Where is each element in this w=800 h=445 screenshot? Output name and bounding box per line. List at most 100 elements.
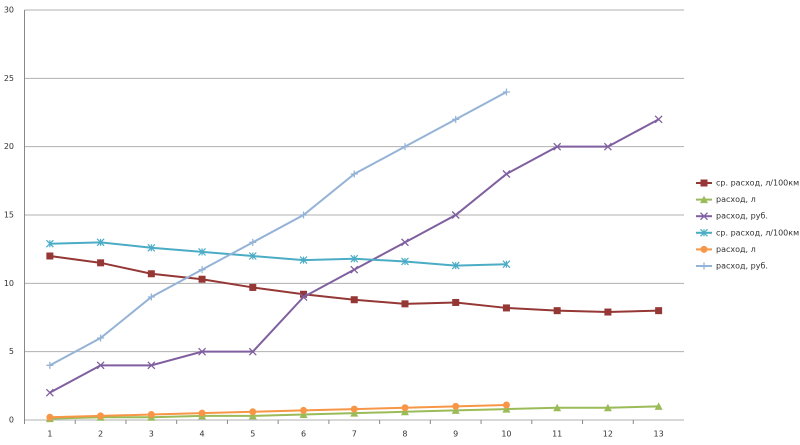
series-line [49, 241, 507, 267]
marker [45, 388, 54, 397]
legend-label: расход, л [716, 245, 756, 254]
x-tick-label: 3 [149, 430, 154, 439]
y-tick-label: 25 [4, 74, 14, 83]
marker [249, 283, 257, 291]
marker [248, 347, 257, 356]
marker [502, 88, 510, 96]
marker [700, 245, 708, 253]
marker [553, 307, 561, 315]
x-tick-label: 2 [98, 430, 103, 439]
marker [401, 404, 409, 412]
marker [502, 304, 510, 312]
y-tick-label: 0 [9, 416, 14, 425]
marker [502, 170, 511, 178]
marker [401, 300, 409, 308]
marker [452, 298, 460, 306]
marker [654, 115, 663, 124]
marker [502, 405, 511, 413]
marker [700, 262, 708, 270]
marker [603, 142, 612, 151]
legend-label: расход, л [716, 195, 756, 204]
marker [700, 195, 708, 204]
x-tick-label: 10 [501, 430, 511, 439]
legend-label: ср. расход, л/100км [716, 228, 799, 237]
marker [45, 239, 54, 248]
marker [96, 361, 105, 370]
marker [97, 259, 105, 267]
y-tick-label: 10 [4, 279, 14, 288]
marker [401, 257, 409, 266]
marker [299, 293, 308, 301]
marker [97, 412, 105, 420]
x-tick-label: 7 [352, 430, 357, 439]
marker [502, 260, 511, 269]
marker [249, 238, 257, 246]
legend-label: расход, руб. [716, 262, 768, 271]
x-tick-label: 5 [250, 430, 255, 439]
y-tick-label: 30 [4, 6, 14, 15]
legend-label: ср. расход, л/100км [716, 179, 799, 188]
marker [46, 361, 54, 369]
marker [350, 265, 359, 274]
y-tick-label: 5 [9, 347, 14, 356]
marker [198, 409, 206, 417]
x-tick-label: 1 [47, 430, 52, 439]
marker [248, 252, 257, 260]
marker [46, 413, 54, 421]
marker [300, 211, 308, 219]
marker [198, 347, 207, 356]
marker [452, 115, 460, 123]
marker [654, 402, 663, 410]
marker [147, 270, 155, 278]
marker [700, 228, 708, 237]
marker [451, 211, 460, 219]
x-tick-label: 12 [603, 430, 613, 439]
marker [46, 252, 54, 260]
marker [198, 275, 206, 283]
marker [604, 308, 612, 316]
x-tick-label: 4 [200, 430, 205, 439]
marker [350, 170, 358, 178]
marker [198, 247, 206, 256]
x-tick-label: 8 [402, 430, 407, 439]
marker [553, 142, 562, 151]
marker [700, 179, 708, 187]
marker [401, 238, 409, 247]
y-tick-label: 15 [4, 211, 14, 220]
marker [299, 410, 308, 419]
series-line [49, 255, 659, 314]
series-line [49, 91, 507, 367]
marker [97, 334, 105, 342]
marker [603, 403, 612, 412]
marker [553, 403, 562, 412]
legend-label: расход, руб. [716, 212, 768, 221]
marker [147, 243, 156, 252]
marker [147, 411, 155, 419]
marker [350, 405, 358, 413]
marker [147, 293, 155, 301]
marker [401, 143, 409, 151]
marker [655, 307, 663, 315]
marker [451, 406, 460, 414]
x-tick-label: 11 [552, 430, 562, 439]
marker [249, 408, 257, 416]
marker [700, 212, 708, 221]
x-tick-label: 6 [301, 430, 306, 439]
marker [350, 254, 359, 263]
marker [400, 407, 409, 416]
marker [248, 411, 257, 420]
marker [502, 401, 510, 409]
marker [198, 266, 206, 274]
marker [299, 256, 308, 265]
x-tick-label: 9 [453, 430, 458, 439]
marker [452, 402, 460, 410]
series-line [49, 403, 507, 419]
marker [147, 361, 156, 370]
marker [300, 406, 308, 414]
marker [350, 409, 359, 417]
y-tick-label: 20 [4, 142, 14, 151]
marker [300, 290, 308, 298]
marker [96, 238, 105, 247]
marker [451, 261, 460, 270]
